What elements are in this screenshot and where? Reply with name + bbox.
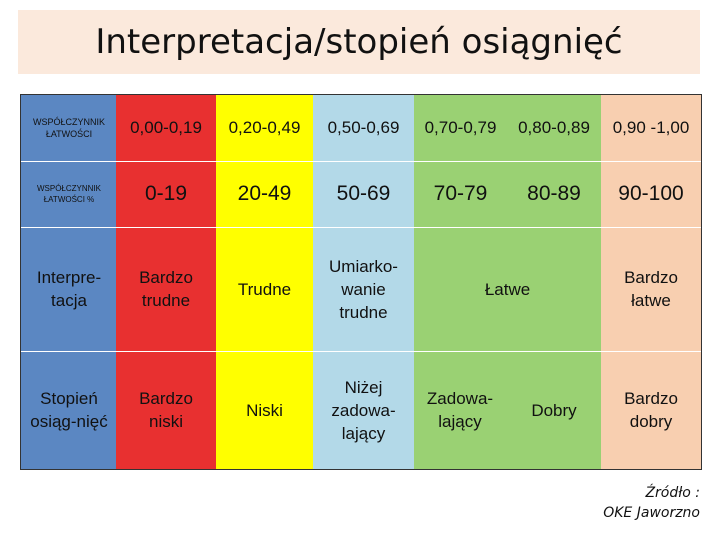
level-very-good: Bardzo dobry bbox=[624, 389, 678, 431]
source-name: OKE Jaworzno bbox=[603, 505, 700, 521]
interp-hard: Trudne bbox=[237, 279, 292, 299]
pct-label: WSPÓŁCZYNNIK ŁATWOŚCI % bbox=[36, 184, 101, 204]
title-banner: Interpretacja/stopień osiągnięć bbox=[18, 10, 700, 74]
level-label: Stopień osiąg-nięć bbox=[30, 389, 108, 431]
row-divider bbox=[21, 351, 701, 352]
row-divider bbox=[21, 161, 701, 162]
pct-range-4: 70-79 bbox=[433, 182, 488, 205]
column-very-hard bbox=[116, 95, 216, 469]
pct-range-5: 80-89 bbox=[527, 182, 581, 205]
column-moderate bbox=[313, 95, 414, 469]
pct-range-1: 0-19 bbox=[144, 182, 188, 205]
page-title: Interpretacja/stopień osiągnięć bbox=[95, 22, 623, 62]
pct-range-3: 50-69 bbox=[336, 182, 391, 205]
interp-label: Interpre-tacja bbox=[36, 268, 102, 310]
level-low: Niski bbox=[246, 400, 283, 420]
column-hard bbox=[216, 95, 313, 469]
label-column bbox=[21, 95, 116, 469]
source-note: Źródło : OKE Jaworzno bbox=[603, 483, 700, 523]
interp-very-easy: Bardzo łatwe bbox=[624, 268, 678, 310]
level-good: Dobry bbox=[531, 400, 577, 420]
column-easy bbox=[414, 95, 601, 469]
pct-range-6: 90-100 bbox=[618, 182, 684, 205]
source-label: Źródło : bbox=[645, 485, 700, 501]
coef-range-2: 0,20-0,49 bbox=[228, 118, 301, 137]
level-satisfactory: Zadowa-lający bbox=[426, 389, 494, 431]
row-divider bbox=[21, 227, 701, 228]
coef-range-6: 0,90 -1,00 bbox=[612, 118, 690, 137]
pct-range-2: 20-49 bbox=[237, 182, 292, 205]
coef-range-3: 0,50-0,69 bbox=[327, 118, 400, 137]
interp-very-hard: Bardzo trudne bbox=[139, 268, 193, 310]
column-very-easy bbox=[601, 95, 701, 469]
coef-range-5: 0,80-0,89 bbox=[518, 118, 590, 137]
level-very-low: Bardzo niski bbox=[139, 389, 193, 431]
interp-easy: Łatwe bbox=[484, 279, 531, 299]
coef-label: WSPÓŁCZYNNIK ŁATWOŚCI bbox=[32, 117, 105, 139]
interpretation-table: WSPÓŁCZYNNIK ŁATWOŚCI 0,00-0,19 0,20-0,4… bbox=[20, 94, 702, 470]
interp-moderate: Umiarko-wanie trudne bbox=[329, 256, 398, 322]
coef-range-4: 0,70-0,79 bbox=[424, 118, 497, 137]
coef-range-1: 0,00-0,19 bbox=[130, 118, 202, 137]
level-below-satisfactory: Niżej zadowa-lający bbox=[331, 377, 396, 443]
